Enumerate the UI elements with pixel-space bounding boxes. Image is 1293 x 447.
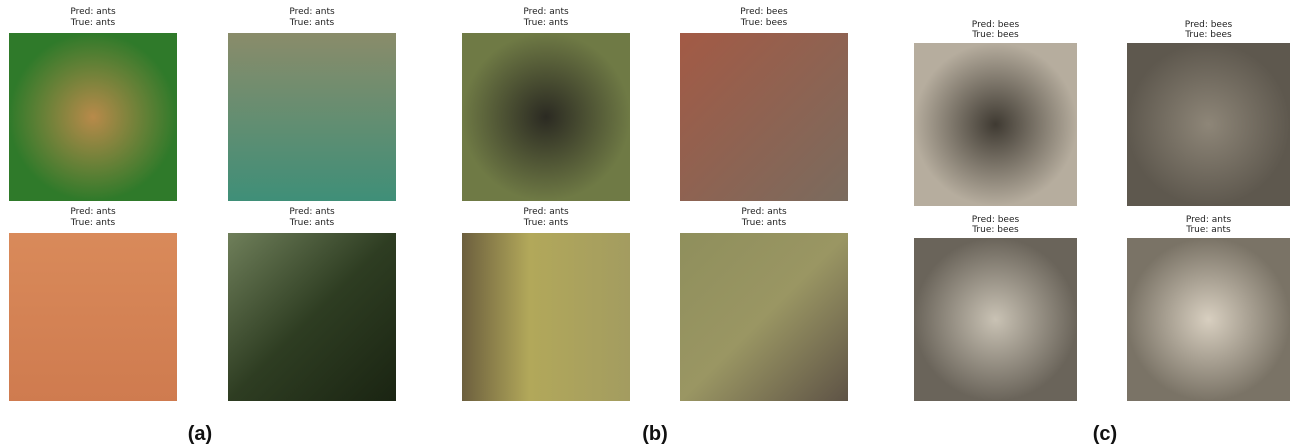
pred-label: Pred: ants	[289, 207, 335, 217]
pred-label: Pred: ants	[289, 7, 335, 17]
pred-label: Pred: bees	[740, 7, 788, 17]
pred-label: Pred: bees	[972, 215, 1020, 225]
image	[914, 238, 1077, 401]
true-label: True: bees	[1184, 30, 1232, 40]
pred-label: Pred: ants	[523, 7, 569, 17]
image	[1127, 238, 1290, 401]
pred-label: Pred: bees	[972, 20, 1020, 30]
true-label: True: bees	[971, 30, 1019, 40]
true-label: True: ants	[741, 218, 787, 228]
pred-label: Pred: ants	[70, 7, 116, 17]
panel-label: (b)	[642, 423, 668, 445]
image	[228, 233, 396, 401]
true-label: True: ants	[289, 218, 335, 228]
image	[680, 233, 848, 401]
figure: Pred: antsTrue: antsPred: antsTrue: ants…	[0, 0, 1293, 447]
panel-label: (c)	[1093, 423, 1117, 445]
image	[9, 33, 177, 201]
true-label: True: ants	[523, 218, 569, 228]
true-label: True: bees	[971, 225, 1019, 235]
pred-label: Pred: ants	[1186, 215, 1232, 225]
image	[1127, 43, 1290, 206]
pred-label: Pred: ants	[523, 207, 569, 217]
pred-label: Pred: ants	[741, 207, 787, 217]
image	[228, 33, 396, 201]
true-label: True: ants	[523, 18, 569, 28]
true-label: True: ants	[70, 218, 116, 228]
image	[9, 233, 177, 401]
image	[914, 43, 1077, 206]
true-label: True: bees	[740, 18, 788, 28]
true-label: True: ants	[70, 18, 116, 28]
image	[680, 33, 848, 201]
panel-label: (a)	[188, 423, 212, 445]
true-label: True: ants	[1185, 225, 1231, 235]
pred-label: Pred: bees	[1185, 20, 1233, 30]
image	[462, 33, 630, 201]
pred-label: Pred: ants	[70, 207, 116, 217]
true-label: True: ants	[289, 18, 335, 28]
image	[462, 233, 630, 401]
